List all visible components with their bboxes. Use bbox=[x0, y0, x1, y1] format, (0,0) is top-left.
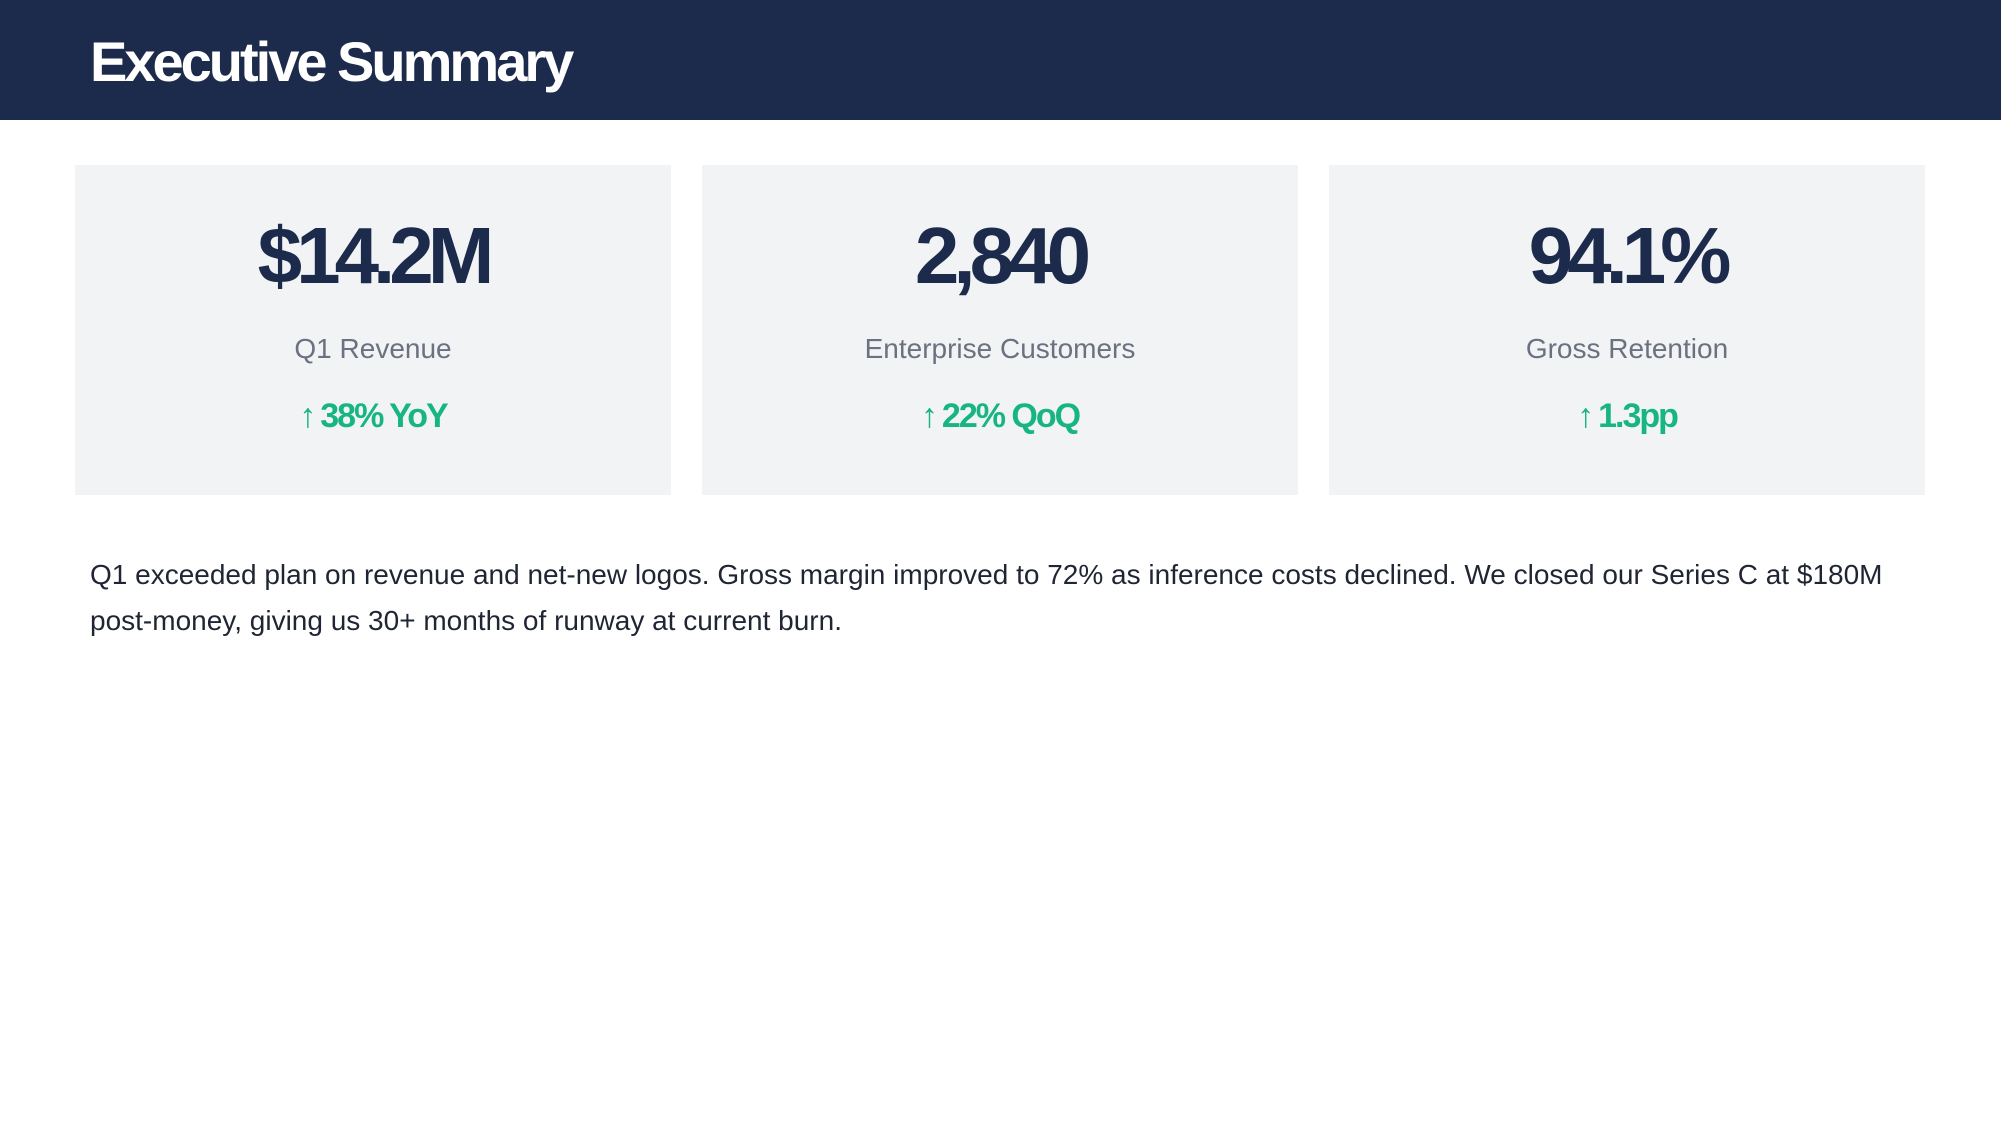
summary-paragraph: Q1 exceeded plan on revenue and net-new … bbox=[90, 559, 1883, 636]
arrow-up-icon: ↑ bbox=[1577, 397, 1595, 435]
arrow-up-icon: ↑ bbox=[299, 397, 317, 435]
metric-card-revenue: $14.2M Q1 Revenue ↑ 38% YoY bbox=[75, 165, 671, 495]
metric-label: Enterprise Customers bbox=[864, 333, 1136, 364]
arrow-up-icon: ↑ bbox=[920, 397, 938, 435]
metric-change: ↑ 38% YoY bbox=[75, 395, 671, 437]
page-title: Executive Summary bbox=[90, 30, 574, 93]
metric-value: 2,840 bbox=[914, 211, 1091, 300]
title-bar: Executive Summary bbox=[0, 0, 2001, 120]
metric-change: ↑ 22% QoQ bbox=[702, 395, 1298, 437]
metric-change: ↑ 1.3pp bbox=[1329, 395, 1925, 437]
metric-label: Q1 Revenue bbox=[294, 333, 452, 364]
metric-change-text: 38% YoY bbox=[320, 397, 448, 435]
metric-change-text: 22% QoQ bbox=[941, 397, 1081, 435]
metric-card-gross-retention: 94.1% Gross Retention ↑ 1.3pp bbox=[1329, 165, 1925, 495]
metric-card-enterprise-customers: 2,840 Enterprise Customers ↑ 22% QoQ bbox=[702, 165, 1298, 495]
metric-value: $14.2M bbox=[257, 211, 495, 300]
metric-cards: $14.2M Q1 Revenue ↑ 38% YoY 2,840 Enterpr… bbox=[75, 165, 1926, 495]
metric-label: Gross Retention bbox=[1525, 333, 1729, 364]
metric-change-text: 1.3pp bbox=[1598, 397, 1679, 435]
metric-value: 94.1% bbox=[1528, 211, 1732, 300]
